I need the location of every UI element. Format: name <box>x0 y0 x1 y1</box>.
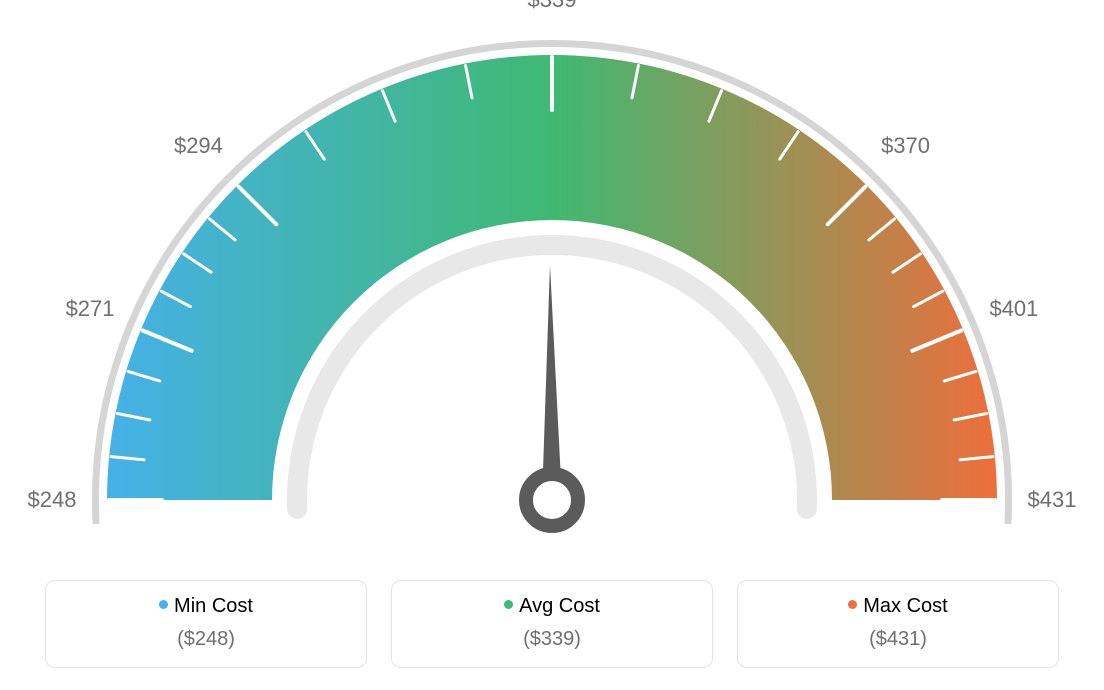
dot-icon <box>159 600 168 609</box>
legend-card-min: Min Cost ($248) <box>45 580 367 668</box>
legend-card-avg: Avg Cost ($339) <box>391 580 713 668</box>
gauge-svg <box>0 0 1104 570</box>
legend-label-avg: Avg Cost <box>519 595 600 617</box>
legend-card-max: Max Cost ($431) <box>737 580 1059 668</box>
legend-row: Min Cost ($248) Avg Cost ($339) Max Cost… <box>45 580 1059 668</box>
legend-title-min: Min Cost <box>56 595 356 618</box>
gauge-tick-label: $370 <box>881 133 930 159</box>
legend-label-min: Min Cost <box>174 595 253 617</box>
chart-container: $248 $271 $294 $339 $370 $401 $431 Min Cost ($… <box>0 0 1104 690</box>
gauge-tick-label: $401 <box>989 296 1038 322</box>
gauge-tick-label: $294 <box>174 133 223 159</box>
gauge-tick-label: $339 <box>528 0 577 13</box>
dot-icon <box>504 600 513 609</box>
gauge-tick-label: $431 <box>1028 487 1077 513</box>
legend-value-max: ($431) <box>748 628 1048 651</box>
dot-icon <box>848 600 857 609</box>
legend-value-min: ($248) <box>56 628 356 651</box>
legend-label-max: Max Cost <box>863 595 947 617</box>
legend-title-avg: Avg Cost <box>402 595 702 618</box>
gauge-tick-label: $271 <box>66 296 115 322</box>
legend-value-avg: ($339) <box>402 628 702 651</box>
gauge-chart: $248 $271 $294 $339 $370 $401 $431 <box>0 0 1104 570</box>
legend-title-max: Max Cost <box>748 595 1048 618</box>
gauge-tick-label: $248 <box>28 487 77 513</box>
